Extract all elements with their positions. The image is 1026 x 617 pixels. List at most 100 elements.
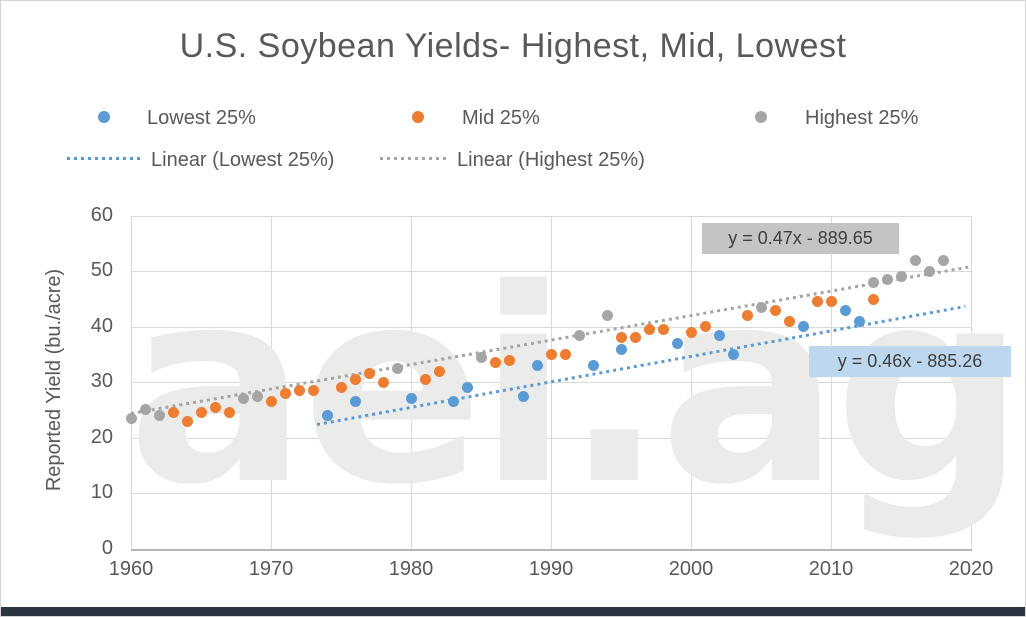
- data-point-mid-25-: [559, 349, 571, 361]
- legend-label: Highest 25%: [805, 107, 919, 129]
- data-point-mid-25-: [615, 332, 627, 344]
- data-point-highest-25-: [153, 410, 165, 421]
- legend-label: Linear (Lowest 25%): [151, 149, 335, 171]
- data-point-highest-25-: [895, 271, 907, 283]
- data-point-lowest-25-: [587, 360, 599, 372]
- data-point-mid-25-: [867, 293, 879, 305]
- x-axis-line: [131, 548, 972, 551]
- legend-marker-lowest-25-: [98, 111, 110, 123]
- y-tick-label: 0: [101, 536, 113, 559]
- data-point-lowest-25-: [853, 315, 865, 327]
- data-point-mid-25-: [825, 296, 837, 308]
- data-point-lowest-25-: [517, 390, 529, 402]
- data-point-mid-25-: [657, 324, 669, 336]
- data-point-mid-25-: [433, 365, 445, 377]
- data-point-mid-25-: [377, 376, 389, 388]
- data-point-mid-25-: [699, 321, 711, 333]
- data-point-mid-25-: [195, 407, 207, 419]
- x-tick-label: 1970: [248, 558, 294, 580]
- data-point-mid-25-: [545, 349, 557, 361]
- legend-label: Lowest 25%: [147, 107, 256, 129]
- data-point-mid-25-: [643, 324, 655, 336]
- data-point-lowest-25-: [531, 360, 543, 372]
- x-tick-label: 1960: [108, 558, 154, 580]
- data-point-lowest-25-: [461, 382, 473, 394]
- data-point-mid-25-: [209, 401, 221, 413]
- lowest-trend-equation-label: y = 0.46x - 885.26: [809, 346, 1011, 377]
- data-point-mid-25-: [167, 407, 179, 419]
- horizontal-gridline: [131, 437, 971, 439]
- horizontal-gridline: [131, 271, 971, 273]
- plot-border-left: [131, 216, 132, 549]
- y-tick-label: 30: [90, 370, 113, 393]
- data-point-lowest-25-: [349, 396, 361, 408]
- data-point-mid-25-: [629, 332, 641, 344]
- legend-trend-marker: [67, 157, 143, 160]
- data-point-mid-25-: [769, 304, 781, 316]
- x-tick-label: 1980: [388, 558, 434, 580]
- data-point-mid-25-: [685, 326, 697, 338]
- x-tick-label: 2010: [808, 558, 854, 580]
- horizontal-gridline: [131, 326, 971, 328]
- data-point-highest-25-: [881, 274, 893, 286]
- data-point-highest-25-: [475, 351, 487, 363]
- data-point-highest-25-: [125, 412, 137, 424]
- x-tick-label: 2000: [668, 558, 714, 580]
- horizontal-gridline: [131, 216, 971, 217]
- data-point-highest-25-: [391, 362, 403, 374]
- data-point-lowest-25-: [405, 393, 417, 405]
- data-point-mid-25-: [181, 415, 193, 427]
- legend-marker-highest-25-: [755, 111, 767, 123]
- data-point-lowest-25-: [447, 396, 459, 408]
- plot-border-right: [971, 216, 972, 549]
- window-bottom-bar: [1, 607, 1025, 616]
- y-tick-label: 50: [90, 259, 113, 282]
- data-point-lowest-25-: [713, 329, 725, 341]
- data-point-mid-25-: [223, 407, 235, 419]
- legend-label: Linear (Highest 25%): [457, 149, 645, 171]
- data-point-highest-25-: [601, 310, 613, 322]
- data-point-mid-25-: [363, 368, 375, 380]
- chart-title: U.S. Soybean Yields- Highest, Mid, Lowes…: [179, 27, 847, 65]
- data-point-mid-25-: [307, 385, 319, 397]
- data-point-mid-25-: [349, 373, 361, 385]
- data-point-mid-25-: [811, 296, 823, 308]
- data-point-mid-25-: [741, 310, 753, 322]
- data-point-highest-25-: [923, 265, 935, 277]
- data-point-highest-25-: [251, 390, 263, 402]
- data-point-mid-25-: [503, 354, 515, 366]
- y-tick-label: 20: [90, 425, 113, 448]
- data-point-mid-25-: [279, 387, 291, 399]
- data-point-highest-25-: [909, 254, 921, 266]
- data-point-mid-25-: [293, 385, 305, 397]
- data-point-highest-25-: [937, 254, 949, 266]
- y-axis-title: Reported Yield (bu./acre): [43, 268, 65, 492]
- data-point-lowest-25-: [671, 337, 683, 349]
- data-point-lowest-25-: [615, 343, 627, 355]
- data-point-highest-25-: [573, 329, 585, 341]
- data-point-highest-25-: [755, 301, 767, 313]
- data-point-mid-25-: [783, 315, 795, 327]
- legend-trend-marker: [380, 157, 450, 160]
- data-point-highest-25-: [867, 277, 879, 288]
- data-point-mid-25-: [265, 396, 277, 408]
- data-point-lowest-25-: [727, 349, 739, 361]
- data-point-highest-25-: [139, 404, 151, 416]
- horizontal-gridline: [131, 493, 971, 495]
- data-point-lowest-25-: [797, 321, 809, 333]
- data-point-lowest-25-: [839, 304, 851, 316]
- aei-ag-watermark: aei.ag: [127, 232, 1025, 544]
- legend-marker-mid-25-: [412, 111, 424, 123]
- y-tick-label: 60: [90, 204, 113, 226]
- legend-label: Mid 25%: [462, 107, 540, 129]
- data-point-lowest-25-: [321, 410, 333, 421]
- data-point-highest-25-: [237, 393, 249, 405]
- highest-trend-equation-label: y = 0.47x - 889.65: [702, 223, 899, 254]
- data-point-mid-25-: [335, 382, 347, 394]
- x-tick-label: 2020: [948, 558, 994, 580]
- data-point-mid-25-: [489, 357, 501, 369]
- y-tick-label: 10: [90, 481, 113, 504]
- x-tick-label: 1990: [528, 558, 574, 580]
- data-point-mid-25-: [419, 373, 431, 385]
